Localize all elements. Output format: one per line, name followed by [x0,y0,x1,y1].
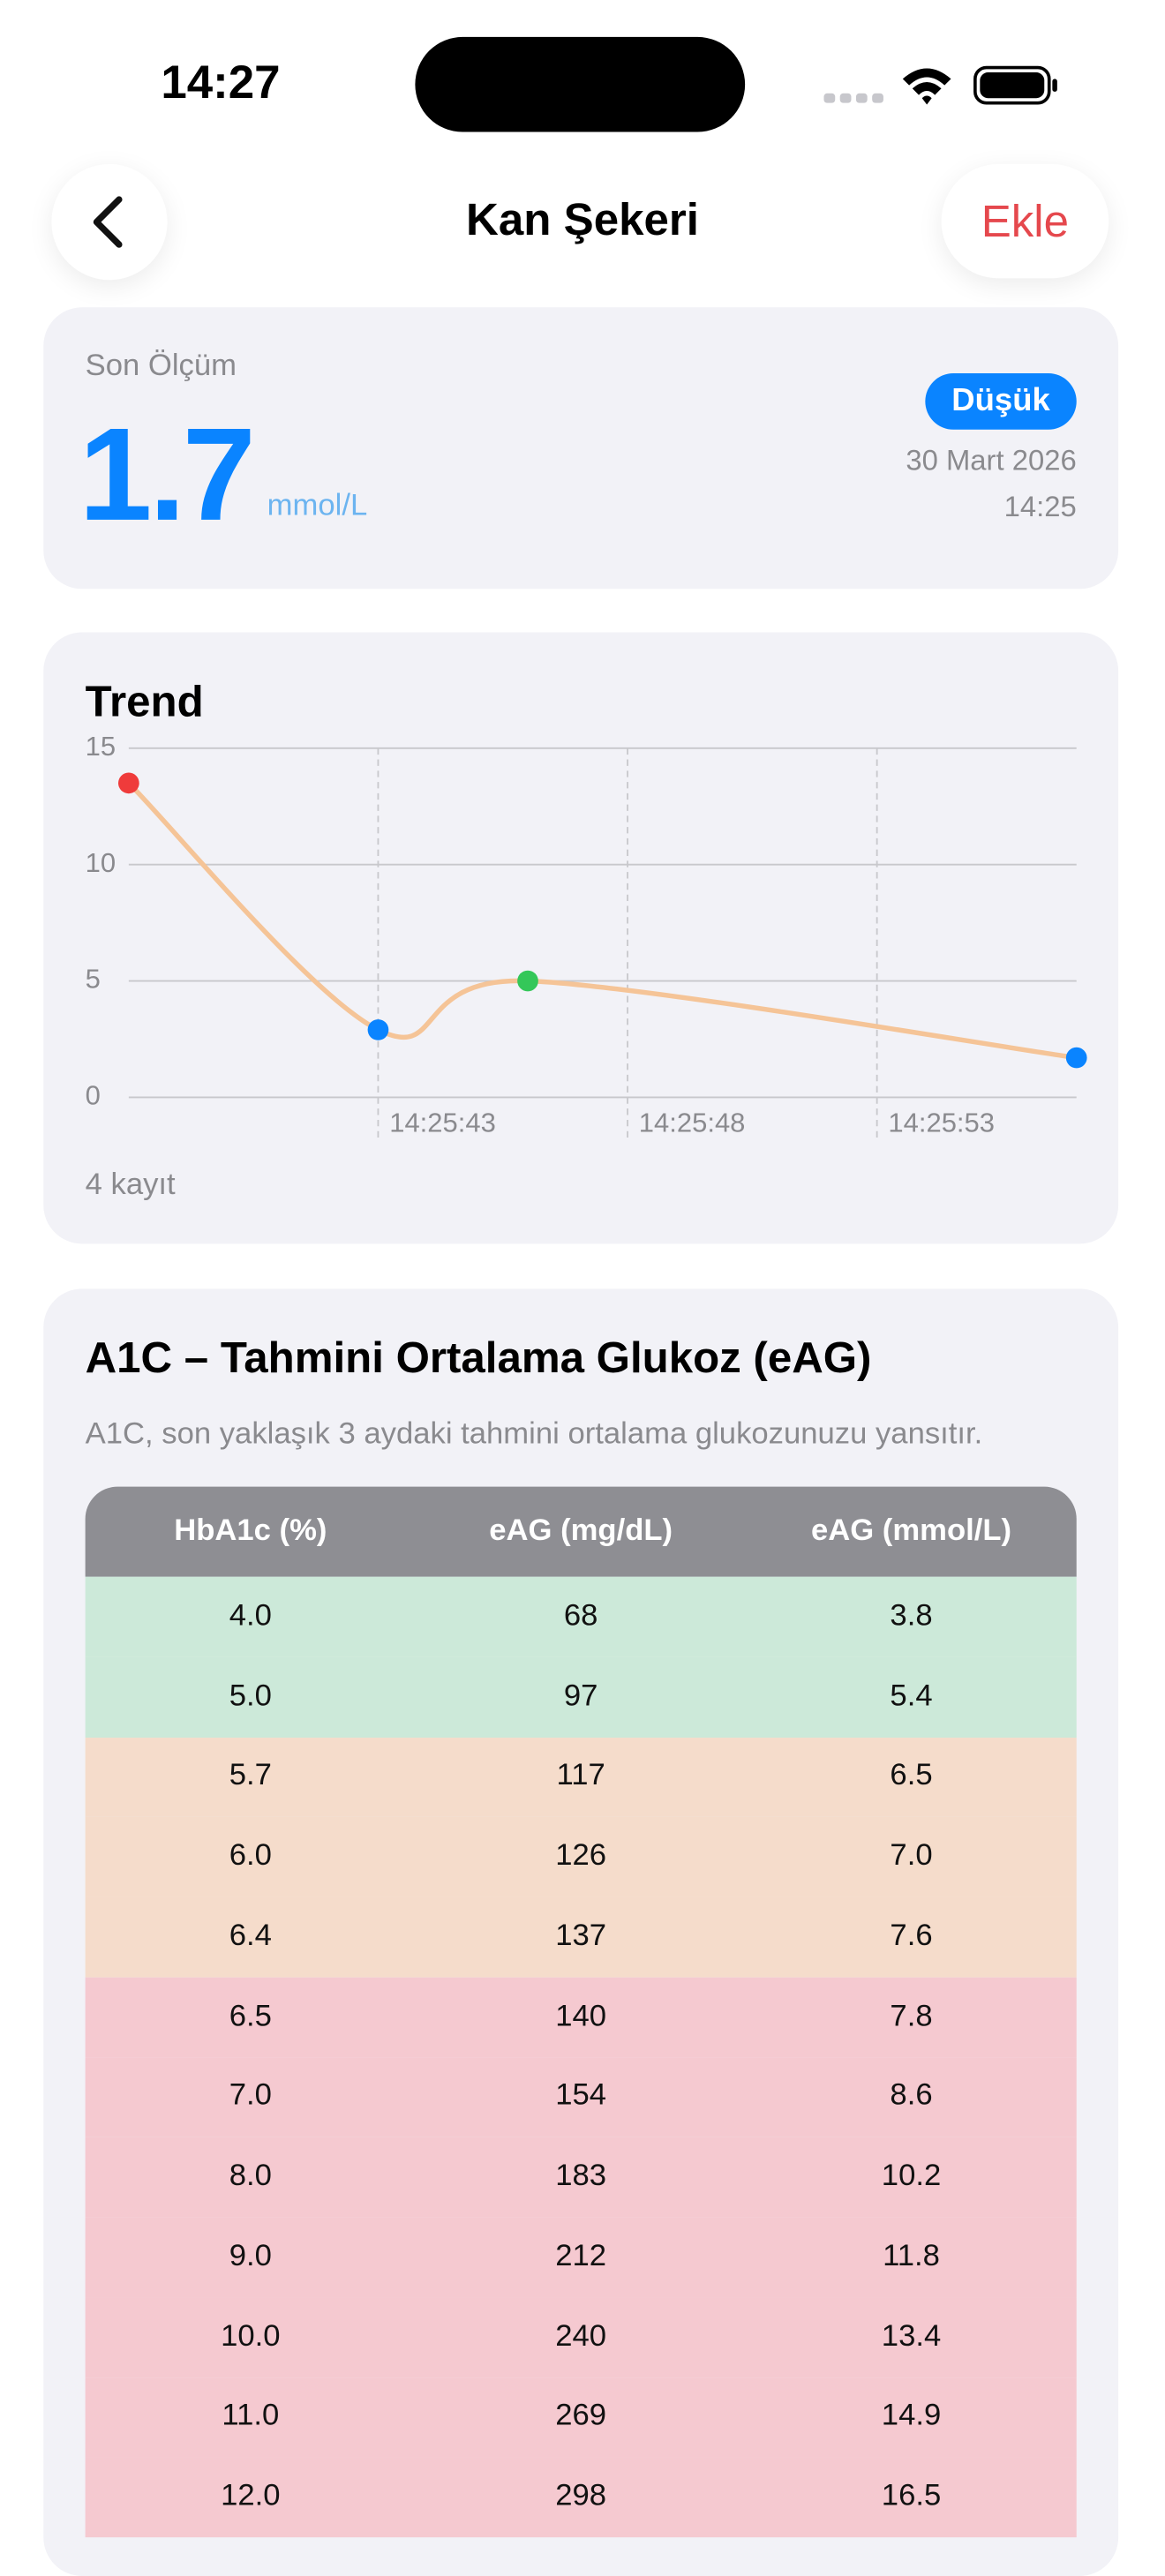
table-cell: 7.0 [229,2079,272,2114]
a1c-description: A1C, son yaklaşık 3 aydaki tahmini ortal… [85,1417,983,1452]
latest-time: 14:25 [1003,491,1077,523]
table-cell: 10.2 [881,2159,942,2194]
back-button[interactable] [51,163,168,281]
y-tick-label: 15 [86,731,116,762]
data-point [367,1019,389,1040]
table-cell: 117 [556,1759,605,1793]
table-row: 6.0 126 7.0 [85,1816,1077,1897]
y-tick-label: 0 [86,1080,101,1111]
table-cell: 10.0 [221,2319,281,2354]
table-cell: 4.0 [229,1599,272,1633]
dynamic-island [415,36,746,132]
table-row: 6.5 140 7.8 [85,1977,1077,2057]
table-cell: 8.0 [229,2159,272,2194]
table-row: 7.0 154 8.6 [85,2056,1077,2137]
chart-title: Trend [85,677,204,726]
table-cell: 9.0 [229,2239,272,2273]
data-point [517,970,538,992]
table-row: 9.0 212 11.8 [85,2217,1077,2298]
y-tick-label: 10 [86,847,116,878]
table-cell: 5.7 [229,1759,272,1793]
table-row: 11.0 269 14.9 [85,2377,1077,2458]
table-cell: 11.0 [222,2400,280,2434]
table-cell: 137 [555,1919,607,1954]
back-icon [93,196,123,248]
trend-card: Trend 0 5 10 15 14:25:43 14:25:48 14:25:53 4 k… [43,632,1119,1244]
column-header: eAG (mmol/L) [810,1513,1012,1548]
x-tick-label: 14:25:53 [888,1108,995,1138]
table-cell: 5.4 [890,1679,933,1714]
column-header: HbA1c (%) [174,1513,327,1548]
table-row: 5.7 117 6.5 [85,1737,1077,1817]
table-cell: 68 [563,1599,598,1633]
a1c-table: HbA1c (%) eAG (mg/dL) eAG (mmol/L) 4.0 68 3.… [85,1486,1077,2538]
table-row: 4.0 68 3.8 [85,1576,1077,1657]
table-cell: 8.6 [890,2079,933,2114]
table-cell: 14.9 [881,2400,942,2434]
latest-date: 30 Mart 2026 [906,444,1077,477]
y-tick-label: 5 [86,964,101,995]
data-point [118,772,139,794]
table-cell: 5.0 [229,1679,272,1714]
x-tick-label: 14:25:43 [389,1108,496,1138]
table-cell: 140 [555,1999,607,2033]
table-header: HbA1c (%) eAG (mg/dL) eAG (mmol/L) [85,1486,1077,1577]
table-row: 6.4 137 7.6 [85,1896,1077,1978]
latest-unit: mmol/L [267,489,368,523]
table-row: 5.0 97 5.4 [85,1656,1077,1738]
status-time: 14:27 [161,57,281,109]
table-cell: 13.4 [881,2319,942,2354]
nav-title: Kan Şekeri [466,194,699,245]
table-cell: 240 [555,2319,607,2354]
data-point [1065,1047,1087,1069]
table-cell: 6.4 [229,1919,272,1954]
table-cell: 11.8 [883,2239,940,2273]
table-cell: 3.8 [890,1599,933,1633]
table-cell: 7.8 [890,1999,933,2033]
table-row: 10.0 240 13.4 [85,2297,1077,2377]
table-cell: 6.5 [890,1759,933,1793]
table-cell: 183 [555,2159,607,2194]
x-tick-label: 14:25:48 [639,1108,746,1138]
a1c-title: A1C – Tahmini Ortalama Glukoz (eAG) [85,1333,872,1383]
status-icons [823,65,1057,105]
table-cell: 12.0 [221,2479,281,2514]
trend-line [126,781,1078,1061]
table-cell: 6.5 [229,1999,272,2033]
table-cell: 6.0 [229,1839,272,1874]
latest-label: Son Ölçüm [85,349,237,383]
latest-card: Son Ölçüm 1.7 mmol/L Düşük 30 Mart 2026 … [43,307,1119,590]
status-badge: Düşük [925,372,1077,430]
table-row: 12.0 298 16.5 [85,2457,1077,2538]
table-cell: 154 [555,2079,607,2114]
trend-chart: 0 5 10 15 14:25:43 14:25:48 14:25:53 [86,731,1087,1143]
table-cell: 16.5 [881,2479,942,2514]
table-cell: 212 [555,2239,607,2273]
column-header: eAG (mg/dL) [489,1513,673,1548]
table-row: 8.0 183 10.2 [85,2137,1077,2218]
table-cell: 7.0 [890,1839,933,1874]
chart-note: 4 kayıt [85,1168,176,1202]
table-cell: 97 [563,1679,598,1714]
latest-value: 1.7 [79,402,256,549]
add-button[interactable]: Ekle [941,163,1109,279]
table-cell: 298 [555,2479,607,2514]
table-cell: 269 [555,2400,607,2434]
table-cell: 126 [555,1839,607,1874]
table-cell: 7.6 [890,1919,933,1954]
a1c-card: A1C – Tahmini Ortalama Glukoz (eAG) A1C,… [43,1288,1119,2576]
